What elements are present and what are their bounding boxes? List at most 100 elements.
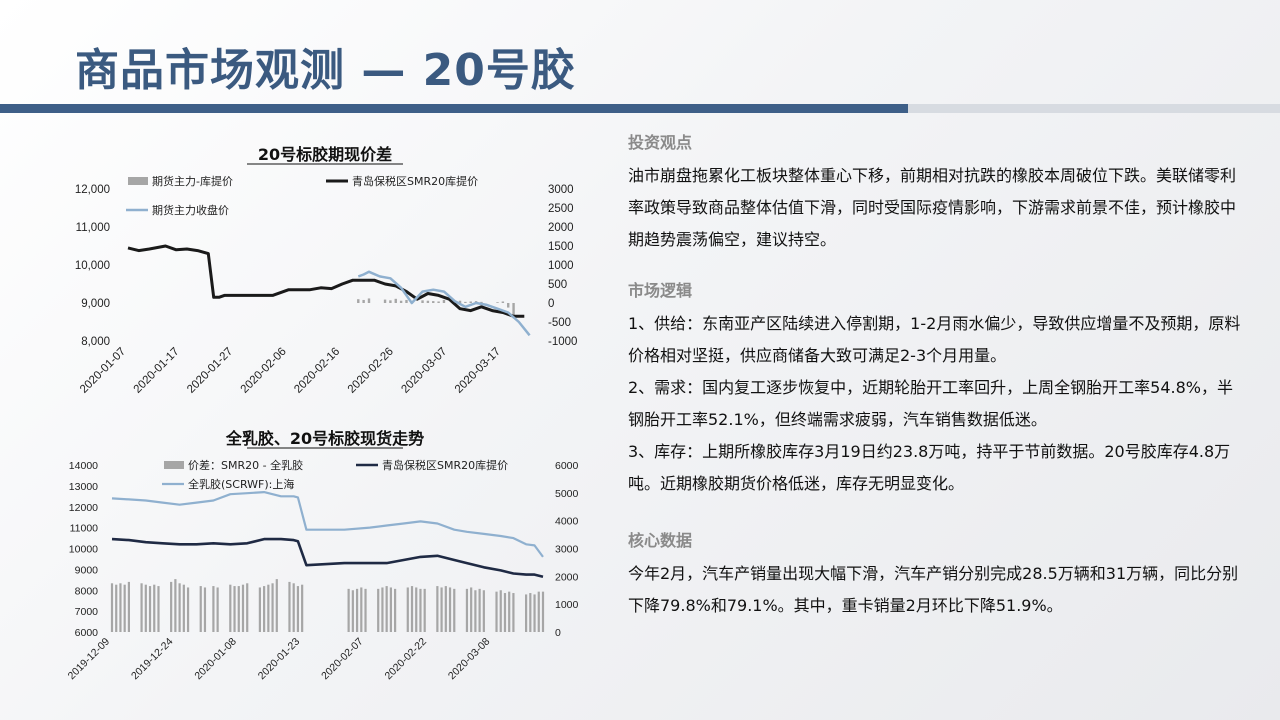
legend-label: 期货主力收盘价 bbox=[152, 203, 229, 217]
left-axis-tick-label: 9,000 bbox=[81, 298, 110, 310]
bar-mark bbox=[480, 301, 483, 303]
bar-mark bbox=[383, 299, 387, 303]
bar-mark bbox=[186, 587, 190, 632]
analysis-panel: 投资观点油市崩盘拖累化工板块整体重心下移，前期相对抗跌的橡胶本周破位下跌。美联储… bbox=[628, 130, 1248, 636]
section-paragraph: 1、供给：东南亚产区陆续进入停割期，1-2月雨水偏少，导致供应增量不及预期，原料… bbox=[628, 314, 1241, 365]
bar-mark bbox=[495, 591, 498, 632]
legend-label: 全乳胶(SCRWF):上海 bbox=[188, 477, 294, 491]
bar-mark bbox=[501, 301, 505, 303]
x-axis-tick-label: 2020-01-17 bbox=[132, 346, 182, 396]
bar-mark bbox=[115, 584, 118, 632]
bar-mark bbox=[119, 583, 122, 632]
bar-mark bbox=[288, 581, 291, 632]
right-axis-tick-label: 1500 bbox=[548, 241, 574, 253]
bar-mark bbox=[182, 584, 185, 632]
section-2: 市场逻辑 1、供给：东南亚产区陆续进入停割期，1-2月雨水偏少，导致供应增量不及预… bbox=[628, 278, 1248, 500]
bar-mark bbox=[421, 300, 424, 303]
bar-mark bbox=[499, 590, 502, 632]
bar-mark bbox=[140, 583, 143, 632]
bar-mark bbox=[385, 586, 388, 632]
bar-mark bbox=[478, 588, 481, 632]
right-axis-tick-label: 3000 bbox=[555, 544, 579, 556]
bar-mark bbox=[444, 586, 447, 632]
right-axis-tick-label: 4000 bbox=[555, 516, 579, 528]
left-axis-tick-label: 6000 bbox=[75, 627, 99, 639]
left-axis-tick-label: 14000 bbox=[69, 460, 98, 472]
bar-mark bbox=[127, 581, 131, 632]
bar-mark bbox=[203, 587, 207, 632]
right-axis-tick-label: 1000 bbox=[555, 599, 579, 611]
legend-swatch bbox=[128, 177, 148, 185]
left-axis-tick-label: 11000 bbox=[70, 523, 99, 535]
bar-mark bbox=[170, 581, 173, 632]
bar-mark bbox=[355, 588, 359, 632]
x-axis-tick-label: 2020-02-07 bbox=[319, 636, 366, 683]
chart-title: 20号标胶期现价差 bbox=[258, 145, 392, 164]
bar-mark bbox=[347, 588, 350, 632]
bar-mark bbox=[453, 588, 456, 632]
bar-mark bbox=[292, 583, 295, 632]
bar-mark bbox=[178, 583, 181, 632]
x-axis-tick-label: 2020-01-23 bbox=[256, 636, 303, 683]
bar-mark bbox=[474, 590, 477, 632]
right-axis-tick-label: -1000 bbox=[548, 336, 577, 348]
section-1: 投资观点油市崩盘拖累化工板块整体重心下移，前期相对抗跌的橡胶本周破位下跌。美联储… bbox=[628, 130, 1248, 256]
bar-mark bbox=[271, 583, 274, 632]
section-3: 核心数据 今年2月，汽车产销量出现大幅下滑，汽车产销分别完成28.5万辆和31万辆… bbox=[628, 528, 1248, 622]
bar-mark bbox=[448, 587, 452, 632]
bar-mark bbox=[263, 586, 266, 632]
bar-mark bbox=[148, 586, 152, 632]
bar-mark bbox=[482, 590, 485, 632]
x-axis-tick-label: 2020-02-26 bbox=[346, 346, 396, 396]
bar-mark bbox=[241, 584, 245, 632]
bar-mark bbox=[246, 583, 249, 632]
bar-mark bbox=[432, 301, 435, 303]
bar-mark bbox=[351, 590, 354, 632]
x-axis-tick-label: 2020-03-17 bbox=[453, 346, 503, 396]
legend-label: 青岛保税区SMR20库提价 bbox=[352, 174, 478, 188]
bar-mark bbox=[216, 587, 219, 632]
x-axis-tick-label: 2020-02-06 bbox=[239, 346, 289, 396]
left-axis-tick-label: 12000 bbox=[69, 502, 98, 514]
bar-mark bbox=[229, 584, 232, 632]
section-heading: 市场逻辑 bbox=[628, 281, 693, 300]
right-axis-tick-label: 0 bbox=[555, 627, 561, 639]
bar-mark bbox=[423, 588, 426, 632]
bar-mark bbox=[377, 588, 380, 632]
bar-mark bbox=[362, 299, 365, 303]
bar-mark bbox=[512, 593, 515, 632]
bar-mark bbox=[360, 587, 363, 632]
bar-mark bbox=[533, 594, 536, 632]
left-axis-tick-label: 13000 bbox=[69, 481, 98, 493]
section-paragraph: 油市崩盘拖累化工板块整体重心下移，前期相对抗跌的橡胶本周破位下跌。美联储零利率政… bbox=[628, 166, 1237, 249]
bar-mark bbox=[144, 584, 147, 632]
bar-mark bbox=[258, 587, 261, 632]
bar-mark bbox=[508, 591, 511, 632]
section-paragraph: 今年2月，汽车产销量出现大幅下滑，汽车产销分别完成28.5万辆和31万辆，同比分… bbox=[628, 564, 1239, 615]
bar-mark bbox=[419, 588, 422, 632]
section-body: 油市崩盘拖累化工板块整体重心下移，前期相对抗跌的橡胶本周破位下跌。美联储零利率政… bbox=[628, 160, 1248, 256]
bar-mark bbox=[442, 299, 446, 303]
bar-mark bbox=[469, 301, 472, 303]
bar-mark bbox=[275, 579, 278, 632]
bar-mark bbox=[399, 300, 403, 303]
right-axis-tick-label: 500 bbox=[548, 279, 567, 291]
bar-mark bbox=[524, 594, 528, 632]
x-axis-tick-label: 2019-12-24 bbox=[129, 636, 176, 683]
right-axis-tick-label: 0 bbox=[548, 298, 554, 310]
page-title: 商品市场观测 — 20号胶 bbox=[75, 45, 576, 96]
bar-mark bbox=[503, 593, 507, 632]
section-heading: 投资观点 bbox=[628, 133, 693, 152]
bar-mark bbox=[426, 300, 430, 303]
bar-mark bbox=[437, 301, 440, 303]
series-line bbox=[357, 270, 531, 337]
right-axis-tick-label: 3000 bbox=[548, 184, 574, 196]
bar-mark bbox=[529, 593, 532, 632]
series-line bbox=[111, 537, 544, 578]
bar-mark bbox=[458, 300, 462, 303]
bar-mark bbox=[296, 586, 300, 632]
series-line bbox=[127, 244, 525, 318]
bar-mark bbox=[507, 303, 510, 308]
bar-mark bbox=[537, 591, 540, 632]
